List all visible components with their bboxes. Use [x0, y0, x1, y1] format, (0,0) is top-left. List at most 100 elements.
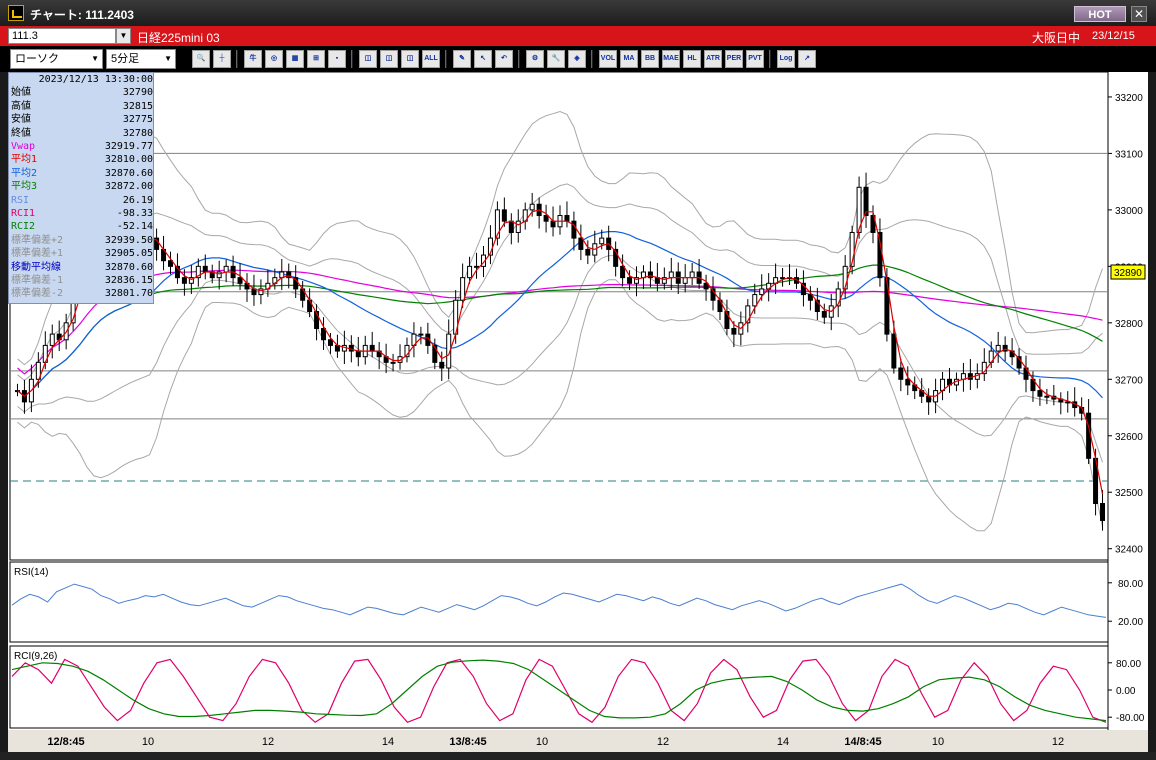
candle-body: [258, 288, 264, 296]
candle-body: [49, 333, 55, 346]
candle-body: [418, 333, 424, 336]
price-tick-label: 32800: [1115, 319, 1143, 330]
gray-icon[interactable]: ▪: [328, 50, 346, 68]
info-value: 32919.77: [104, 141, 153, 152]
bull-icon[interactable]: 牛: [244, 50, 262, 68]
candle-body: [474, 265, 480, 268]
magnify-icon[interactable]: ◎: [265, 50, 283, 68]
info-value: -52.14: [116, 221, 153, 233]
candle-body: [154, 237, 160, 250]
current-price-box: [1110, 264, 1146, 280]
market-session: 大阪日中: [1032, 31, 1081, 45]
candle-body: [321, 327, 327, 341]
chevron-down-icon: ▼: [164, 54, 172, 63]
candle-body: [578, 237, 584, 250]
bars-icon[interactable]: ⊞: [307, 50, 325, 68]
candle-body: [689, 271, 695, 279]
pvt-icon[interactable]: PVT: [746, 50, 764, 68]
info-value: 32870.60: [104, 261, 153, 273]
all-icon[interactable]: ALL: [422, 50, 440, 68]
candle-body: [202, 265, 208, 273]
candle-body: [460, 277, 466, 301]
candle-body: [759, 288, 765, 296]
candle-body: [432, 344, 438, 363]
info-row: 標準偏差-1 32836.15: [9, 274, 155, 287]
rsi-tick-label: 80.00: [1118, 579, 1143, 590]
mae-icon[interactable]: MAE: [662, 50, 680, 68]
close-icon[interactable]: ✕: [1131, 6, 1147, 22]
info-value: 32790: [122, 87, 153, 99]
candle-body: [661, 277, 667, 284]
candle-body: [898, 367, 904, 380]
current-price-label: 32890: [1114, 268, 1142, 279]
chart-area[interactable]: 3320033100330003290032800327003260032500…: [8, 71, 1148, 730]
info-value: 32872.00: [104, 181, 153, 193]
toolbar-separator: [769, 50, 771, 68]
info-label: 平均2: [11, 167, 38, 179]
export-icon[interactable]: ↗: [798, 50, 816, 68]
info-label: Vwap: [11, 141, 36, 152]
hot-button[interactable]: HOT: [1074, 6, 1126, 22]
candle-body: [494, 209, 500, 239]
candle-body: [529, 203, 535, 211]
color-icon[interactable]: ◈: [568, 50, 586, 68]
candle-body: [467, 265, 473, 279]
zoom-icon[interactable]: 🔍: [192, 50, 210, 68]
candle-body: [167, 260, 173, 267]
bollinger-band-line: [17, 183, 1103, 382]
chevron-down-icon[interactable]: ▼: [116, 28, 131, 44]
time-tick-label: 10: [142, 736, 154, 748]
window-titlebar: チャート: 111.2403 HOT ✕: [0, 0, 1156, 26]
info-row: RCI1 -98.33: [9, 207, 155, 220]
candle-body: [981, 361, 987, 375]
info-row: RCI2 -52.14: [9, 220, 155, 233]
candle-body: [1037, 390, 1043, 397]
candle3-icon[interactable]: ◫: [401, 50, 419, 68]
candle-body: [745, 305, 751, 324]
rci2-line: [11, 659, 1107, 722]
bb-icon[interactable]: BB: [641, 50, 659, 68]
wrench-icon[interactable]: 🔧: [547, 50, 565, 68]
candle-body: [216, 271, 222, 279]
info-row: 始値 32790: [9, 86, 155, 99]
info-label: RCI2: [11, 221, 36, 233]
candle-body: [856, 186, 862, 233]
chart-type-select[interactable]: ローソク ▼: [10, 49, 103, 69]
rsi-title: RSI(14): [14, 567, 48, 578]
info-label: 高値: [11, 100, 31, 112]
hl-icon[interactable]: HL: [683, 50, 701, 68]
candle-body: [620, 265, 626, 279]
info-label: RSI: [11, 194, 30, 206]
volume-icon[interactable]: VOL: [599, 50, 617, 68]
chart-canvas[interactable]: 3320033100330003290032800327003260032500…: [8, 71, 1148, 730]
pen-icon[interactable]: ✎: [453, 50, 471, 68]
candle-body: [842, 265, 848, 290]
rci-title: RCI(9,26): [14, 651, 57, 662]
rsi-tick-label: 20.00: [1118, 617, 1143, 628]
price-tick-label: 33200: [1115, 93, 1143, 104]
ma3-line: [17, 264, 1103, 397]
candle1-icon[interactable]: ◫: [359, 50, 377, 68]
ma-icon[interactable]: MA: [620, 50, 638, 68]
interval-value: 5分足: [111, 53, 140, 65]
candle-body: [877, 231, 883, 279]
symbol-code-input[interactable]: 111.3: [8, 28, 116, 44]
grid-icon[interactable]: ▦: [286, 50, 304, 68]
info-value: 32815: [122, 100, 153, 112]
atr-icon[interactable]: ATR: [704, 50, 722, 68]
interval-select[interactable]: 5分足 ▼: [106, 49, 176, 69]
candle-body: [613, 248, 619, 267]
info-datetime: 2023/12/13 13:30:00: [38, 74, 153, 85]
info-row: 安値 32775: [9, 113, 155, 126]
symbol-bar: 111.3 ▼ 日経225mini 03 大阪日中 23/12/15: [0, 26, 1156, 46]
settings-icon[interactable]: ⚙: [526, 50, 544, 68]
pnf-icon[interactable]: PER: [725, 50, 743, 68]
candle2-icon[interactable]: ◫: [380, 50, 398, 68]
cursor-icon[interactable]: ↖: [474, 50, 492, 68]
info-row: RSI 26.19: [9, 194, 155, 207]
crosshair-icon[interactable]: ┼: [213, 50, 231, 68]
log-icon[interactable]: Log: [777, 50, 795, 68]
undo-icon[interactable]: ↶: [495, 50, 513, 68]
candle-body: [188, 277, 194, 284]
candle-body: [35, 361, 41, 380]
